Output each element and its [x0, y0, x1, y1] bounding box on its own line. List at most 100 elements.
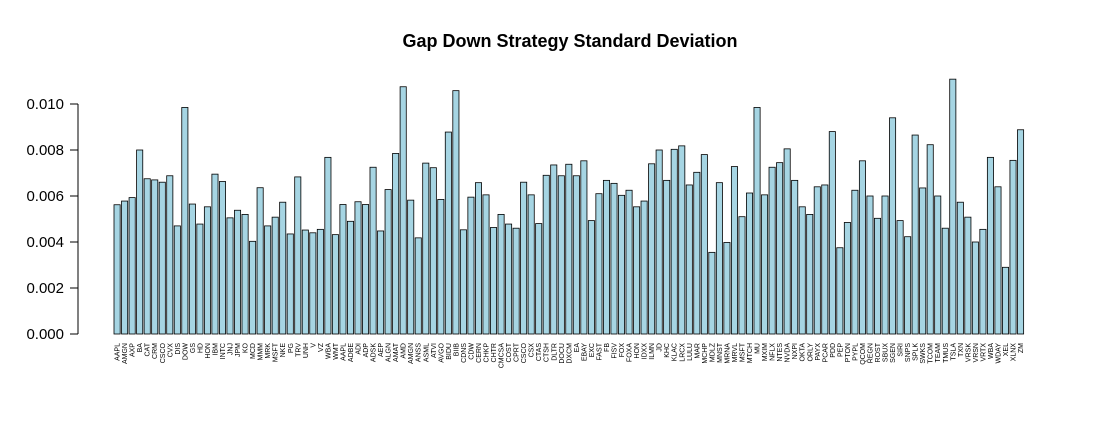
bar-tmus [941, 227, 949, 335]
bar-dow [181, 107, 189, 335]
bar-intc [218, 181, 226, 335]
bar-msft [738, 216, 746, 335]
bar-algn [384, 189, 392, 335]
x-tick-label: ILMN [649, 343, 656, 360]
x-tick-label: CAT [145, 342, 152, 356]
x-tick-label: LRCX [679, 343, 686, 362]
bar-pdd [828, 131, 836, 335]
bar-hd [196, 223, 204, 335]
bar-anss [414, 237, 422, 335]
x-tick-label: CSCO [160, 342, 167, 363]
bar-nflx [768, 166, 776, 335]
bar-qcom [858, 160, 866, 335]
bar-rost [874, 217, 881, 335]
bar-wmt [331, 234, 339, 335]
bar-chtr [490, 227, 498, 335]
x-tick-label: KLAC [672, 343, 679, 361]
x-tick-label: UNH [303, 343, 310, 358]
bar-adsk [369, 166, 377, 335]
bar-dis [173, 225, 181, 335]
x-tick-label: WBA [325, 343, 332, 359]
x-tick-label: ADSK [371, 343, 378, 362]
x-tick-label: EXC [589, 343, 596, 357]
bar-xel [1002, 266, 1009, 335]
bar-pcar [821, 184, 829, 335]
x-tick-label: NTES [777, 343, 784, 362]
x-tick-label: VRSK [965, 343, 972, 362]
x-tick-label: PEP [837, 343, 844, 357]
x-tick-label: VRSN [973, 343, 980, 362]
bar-idxx [640, 200, 648, 335]
bar-khc [663, 179, 671, 335]
x-tick-label: REGN [867, 343, 874, 363]
x-tick-label: MRVL [732, 343, 739, 362]
bar-nvda [783, 148, 791, 335]
x-tick-label: CTAS [536, 343, 543, 361]
x-tick-label: CDNS [461, 343, 468, 363]
x-tick-label: AAPL [115, 343, 122, 361]
bar-team [934, 195, 942, 335]
x-tick-label: PDD [830, 343, 837, 358]
bar-lulu [685, 184, 693, 335]
x-tick-label: AMGN [408, 343, 415, 364]
x-tick-label: BIIB [453, 343, 460, 357]
x-tick-label: KO [243, 342, 250, 353]
x-axis-labels: AAPL AMGN AXP BA CAT CRM CSCO CVX DIS DOW GS HD HON I… [115, 342, 1025, 368]
bar-wba [324, 156, 332, 335]
bar-trv [294, 176, 302, 335]
bar-mmm [256, 187, 264, 335]
bar-aapl [113, 204, 121, 335]
x-tick-label: FB [604, 343, 611, 352]
bar-csco [158, 181, 166, 335]
x-tick-label: AEP [378, 343, 385, 357]
x-tick-label: PCAR [822, 343, 829, 362]
x-tick-label: CPRT [514, 342, 521, 362]
bar-nxpi [791, 179, 799, 335]
bar-csx [527, 194, 535, 335]
y-tick-label: 0.010 [26, 96, 64, 113]
x-tick-label: PYPL [852, 343, 859, 361]
x-tick-label: HON [205, 343, 212, 359]
x-tick-label: LULU [687, 343, 694, 361]
x-tick-label: PTON [845, 343, 852, 362]
bar-tsla [949, 78, 957, 335]
bar-aep [377, 230, 385, 335]
x-tick-label: CHKP [484, 343, 491, 363]
x-tick-label: XEL [1003, 343, 1010, 356]
bar-asml [422, 162, 430, 335]
bar-xlnx [1009, 159, 1017, 335]
x-tick-label: ORLY [807, 343, 814, 362]
x-tick-label: MTCH [747, 343, 754, 363]
bar-txn [956, 201, 964, 335]
bar-regn [866, 195, 874, 335]
x-tick-label: CDW [468, 343, 475, 360]
x-tick-label: AVGO [438, 342, 445, 362]
x-tick-label: INTC [220, 343, 227, 359]
x-tick-label: XLNX [1011, 343, 1018, 362]
bar-amgn [407, 199, 415, 335]
bar-cdns [459, 229, 467, 335]
bar-pg [286, 233, 294, 335]
bar-aapl [339, 204, 347, 335]
bar-bidu [444, 131, 452, 335]
x-tick-label: CRM [152, 343, 159, 359]
x-tick-label: FAST [596, 342, 603, 360]
bar-fox [618, 194, 626, 335]
x-tick-label: V [310, 343, 317, 348]
x-tick-label: MRNA [724, 343, 731, 364]
x-tick-label: NVDA [785, 343, 792, 363]
x-tick-label: GS [190, 343, 197, 353]
bar-gs [188, 203, 196, 335]
x-tick-label: TEAM [935, 343, 942, 363]
x-tick-label: CSX [529, 343, 536, 358]
bar-mdlz [708, 251, 716, 335]
bar-atvi [429, 167, 437, 335]
x-tick-label: ROST [875, 342, 882, 362]
x-tick-label: DOCU [559, 343, 566, 364]
bar-jd [655, 149, 663, 335]
bar-adi [354, 201, 362, 335]
bar-ibm [211, 173, 219, 335]
bar-mu [753, 107, 761, 335]
x-tick-label: PG [288, 343, 295, 353]
x-tick-label: NFLX [770, 343, 777, 361]
